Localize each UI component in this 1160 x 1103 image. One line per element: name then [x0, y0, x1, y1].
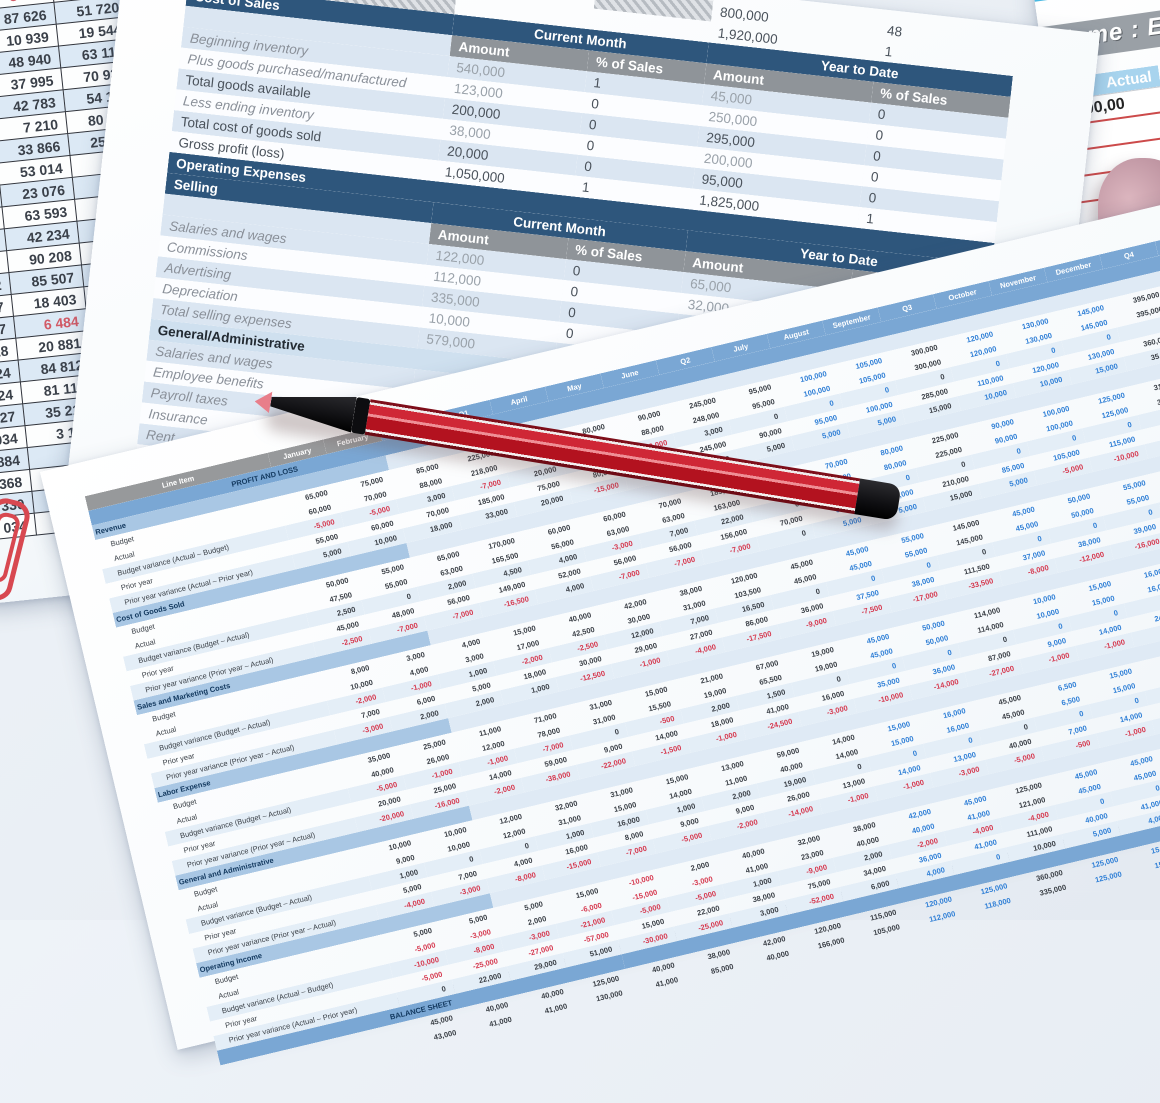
- top-blue-strip: [1032, 0, 1160, 2]
- pen-end-cap: [854, 478, 902, 521]
